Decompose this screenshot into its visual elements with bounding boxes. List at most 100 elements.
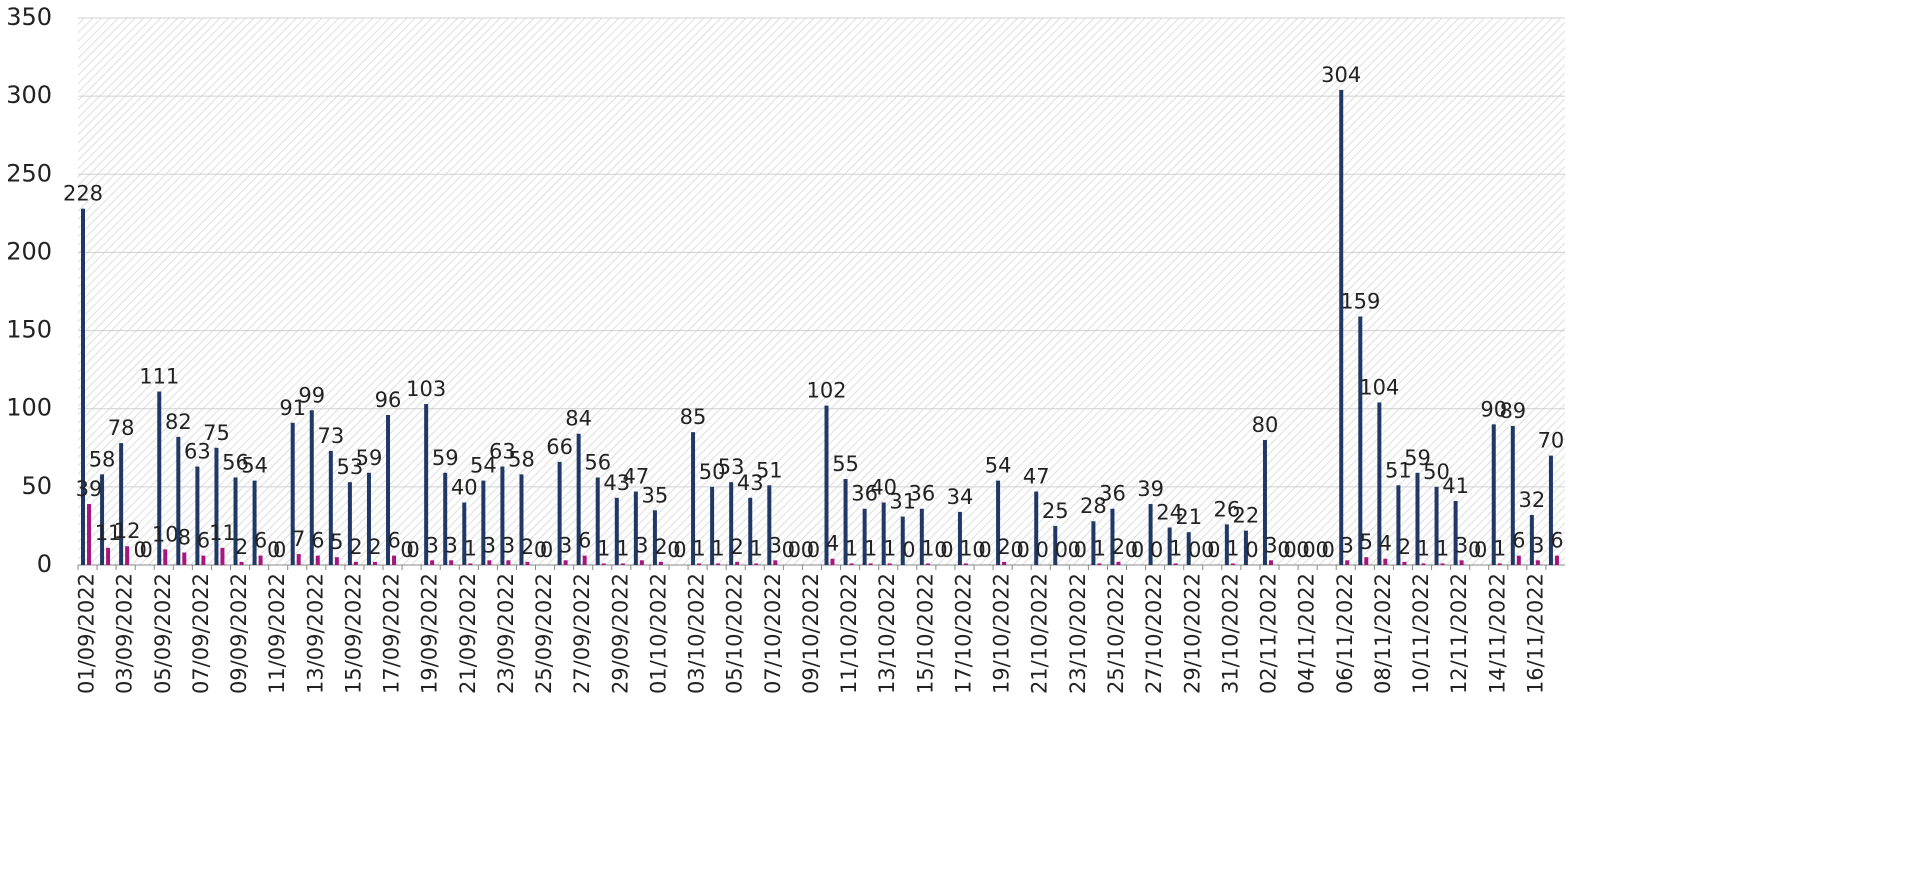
x-tick-label: 01/09/2022 — [75, 573, 99, 694]
bar — [125, 546, 130, 565]
bar — [233, 477, 238, 565]
data-label: 0 — [273, 538, 286, 562]
bar — [1186, 532, 1191, 565]
bar — [87, 504, 91, 565]
y-tick-label: 250 — [6, 159, 52, 187]
data-label: 0 — [902, 538, 915, 562]
bar — [195, 466, 200, 565]
x-tick-label: 27/10/2022 — [1142, 573, 1166, 694]
data-label: 0 — [940, 538, 953, 562]
bar — [100, 474, 105, 565]
data-label: 102 — [806, 379, 846, 403]
x-tick-label: 15/09/2022 — [341, 573, 365, 694]
data-label: 0 — [1207, 538, 1220, 562]
bar — [754, 563, 759, 565]
x-tick-label: 05/09/2022 — [151, 573, 175, 694]
x-tick-label: 12/11/2022 — [1447, 573, 1471, 694]
bar — [620, 563, 625, 565]
bar — [830, 558, 835, 565]
data-label: 12 — [114, 519, 141, 543]
bar — [824, 405, 829, 565]
data-label: 50 — [699, 460, 726, 484]
data-label: 59 — [432, 446, 459, 470]
x-tick-label: 09/09/2022 — [227, 573, 251, 694]
data-label: 0 — [1010, 538, 1023, 562]
data-label: 84 — [565, 407, 592, 431]
data-label: 2 — [730, 535, 743, 559]
data-label: 0 — [801, 538, 814, 562]
data-label: 53 — [718, 455, 745, 479]
data-label: 99 — [298, 383, 325, 407]
data-label: 0 — [1131, 538, 1144, 562]
data-label: 1 — [864, 536, 877, 560]
bar — [392, 555, 397, 565]
bar — [220, 547, 225, 565]
data-label: 0 — [673, 538, 686, 562]
data-label: 228 — [63, 182, 103, 206]
data-label: 3 — [445, 533, 458, 557]
bar — [1230, 563, 1235, 565]
data-label: 0 — [400, 538, 413, 562]
bar — [1358, 316, 1363, 565]
bar — [1421, 563, 1426, 565]
bar — [887, 563, 892, 565]
bar — [849, 563, 854, 565]
data-label: 0 — [1468, 538, 1481, 562]
bar — [1053, 525, 1058, 565]
data-label: 24 — [1156, 500, 1183, 524]
data-label: 0 — [1302, 538, 1315, 562]
x-tick-label: 23/10/2022 — [1066, 573, 1090, 694]
data-label: 85 — [680, 405, 707, 429]
bar — [957, 511, 962, 565]
bar — [1535, 560, 1540, 565]
bar — [639, 560, 644, 565]
data-label: 2 — [1112, 535, 1125, 559]
bar — [773, 560, 778, 565]
data-label: 0 — [1125, 538, 1138, 562]
data-label: 41 — [1442, 474, 1469, 498]
data-label: 36 — [1099, 482, 1126, 506]
data-label: 1 — [1493, 536, 1506, 560]
bar — [290, 422, 295, 565]
data-label: 36 — [851, 482, 878, 506]
data-label: 56 — [584, 450, 611, 474]
x-tick-label: 21/10/2022 — [1028, 573, 1052, 694]
bar — [1529, 514, 1534, 565]
data-label: 3 — [1341, 533, 1354, 557]
data-label: 6 — [197, 529, 210, 553]
bar — [1243, 530, 1248, 565]
data-label: 51 — [1385, 458, 1412, 482]
x-tick-label: 11/09/2022 — [265, 573, 289, 694]
data-label: 63 — [184, 440, 211, 464]
bar — [468, 563, 473, 565]
data-label: 0 — [1150, 538, 1163, 562]
bar — [296, 554, 301, 565]
data-label: 56 — [222, 450, 249, 474]
data-label: 1 — [711, 536, 724, 560]
data-label: 22 — [1233, 504, 1260, 528]
data-label: 304 — [1321, 63, 1361, 87]
data-label: 0 — [1055, 538, 1068, 562]
x-tick-label: 17/10/2022 — [951, 573, 975, 694]
data-label: 6 — [1550, 529, 1563, 553]
data-label: 54 — [470, 454, 497, 478]
data-label: 1 — [1169, 536, 1182, 560]
bar — [353, 561, 358, 565]
bar — [652, 510, 657, 565]
bar — [1167, 527, 1172, 565]
bar — [176, 436, 181, 565]
x-tick-label: 13/09/2022 — [303, 573, 327, 694]
data-label: 91 — [279, 396, 306, 420]
data-label: 82 — [165, 410, 192, 434]
data-label: 58 — [508, 447, 535, 471]
data-label: 2 — [654, 535, 667, 559]
bar — [658, 561, 663, 565]
bar — [506, 560, 511, 565]
x-tick-label: 01/10/2022 — [646, 573, 670, 694]
bar — [443, 472, 448, 565]
data-label: 43 — [603, 471, 630, 495]
bar — [1516, 555, 1521, 565]
data-label: 104 — [1359, 375, 1399, 399]
bar — [1402, 561, 1407, 565]
bar — [1364, 557, 1369, 565]
